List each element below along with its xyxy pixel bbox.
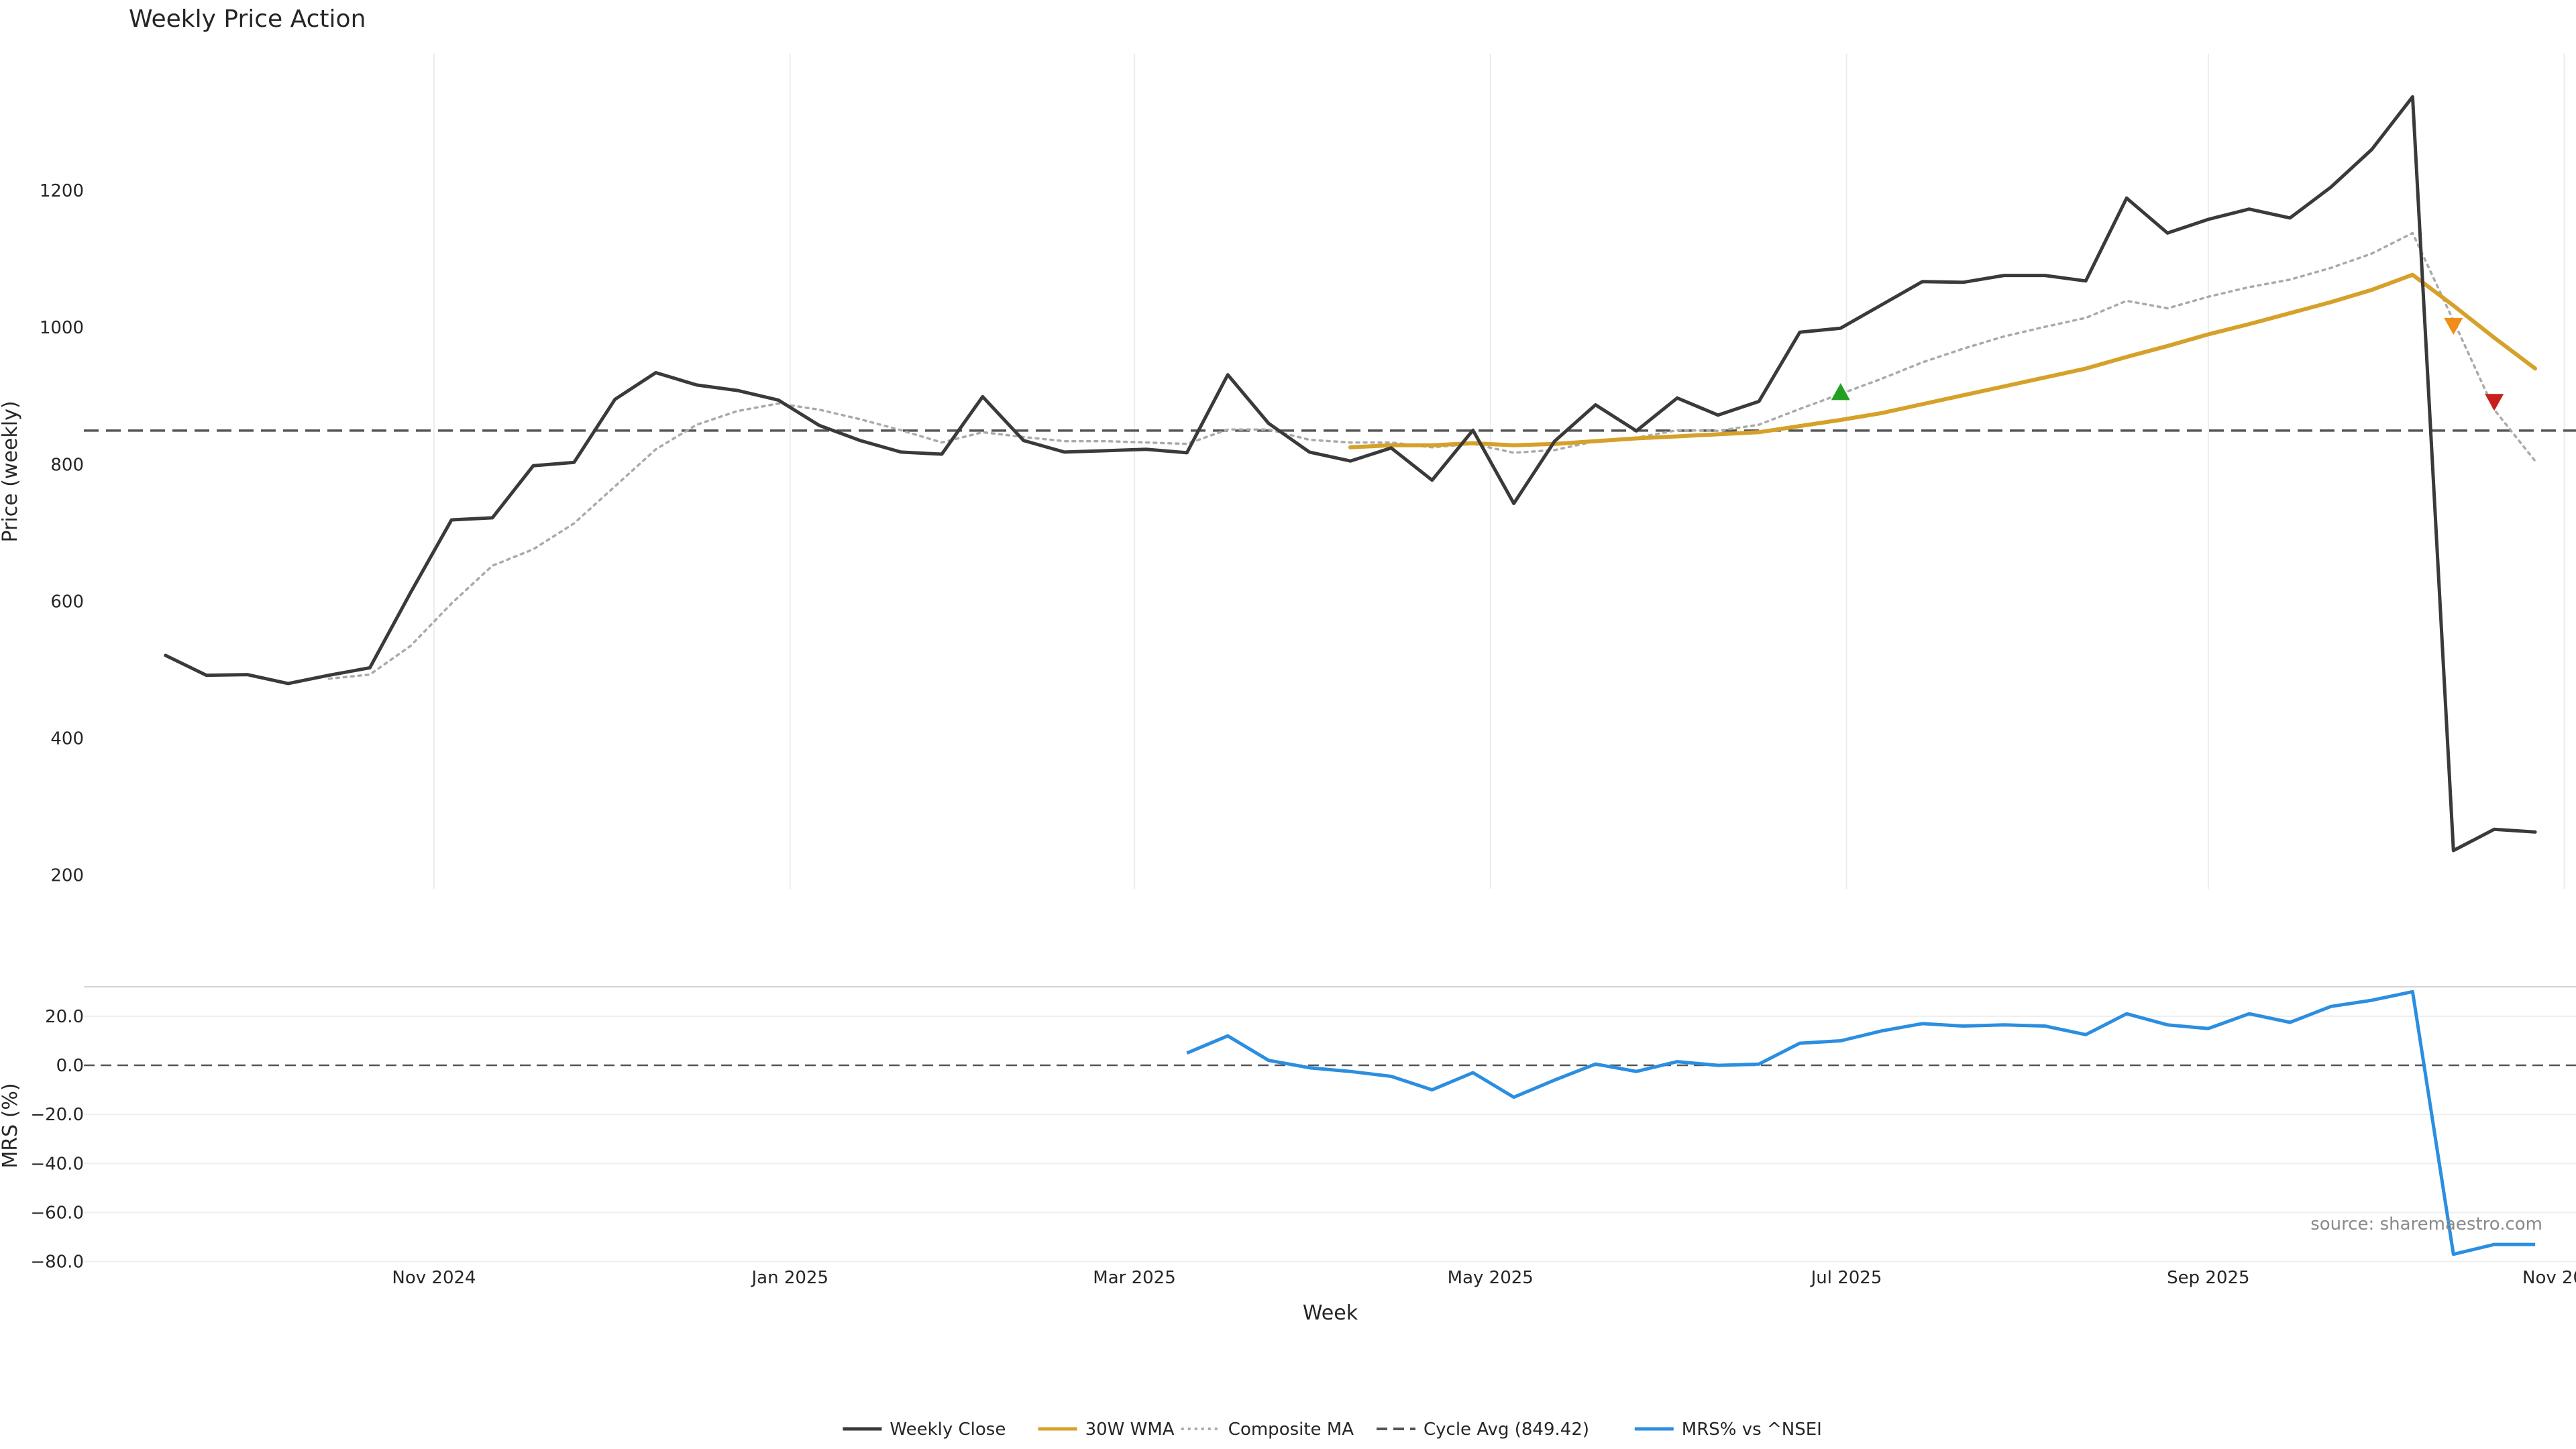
mrs-y-tick: −40.0	[30, 1154, 84, 1174]
mrs-y-tick: 20.0	[45, 1007, 84, 1027]
mrs-gridlines	[84, 1015, 2576, 1263]
x-tick-label: Nov 2025	[2522, 1268, 2576, 1288]
price-y-tick: 1200	[40, 181, 84, 201]
legend-label: Cycle Avg (849.42)	[1424, 1419, 1589, 1440]
legend-label: 30W WMA	[1085, 1419, 1175, 1440]
mrs-y-tick-labels: 20.0 0.0 −20.0 −40.0 −60.0 −80.0	[30, 1007, 84, 1273]
mrs-y-tick: −20.0	[30, 1105, 84, 1125]
legend-item: Cycle Avg (849.42)	[1377, 1419, 1589, 1440]
mrs-y-axis-label: MRS (%)	[0, 1083, 22, 1168]
price-series	[164, 95, 2538, 853]
x-tick-label: Sep 2025	[2167, 1268, 2249, 1288]
mrs-y-tick: 0.0	[56, 1056, 84, 1076]
legend-item: MRS% vs ^NSEI	[1634, 1419, 1822, 1440]
x-tick-label: May 2025	[1448, 1268, 1534, 1288]
legend: Weekly Close 30W WMA Composite MA Cycle Avg…	[843, 1419, 1822, 1440]
price-gridlines	[433, 54, 2565, 889]
legend-label: Weekly Close	[890, 1419, 1006, 1440]
mrs-y-tick: −60.0	[30, 1203, 84, 1224]
price-y-axis-label: Price (weekly)	[0, 400, 22, 542]
price-y-tick: 600	[50, 592, 84, 612]
weekly-close-line	[164, 95, 2537, 853]
legend-item: Composite MA	[1181, 1419, 1354, 1440]
mrs-panel: 20.0 0.0 −20.0 −40.0 −60.0 −80.0 MRS (%) sour…	[0, 989, 2576, 1273]
price-y-tick: 800	[50, 455, 84, 475]
x-axis-label: Week	[1303, 1301, 1358, 1325]
chart-title: Weekly Price Action	[129, 5, 366, 33]
legend-label: MRS% vs ^NSEI	[1682, 1419, 1822, 1440]
price-y-tick: 1000	[40, 318, 84, 338]
price-y-tick: 400	[50, 729, 84, 749]
x-tick-label: Nov 2024	[392, 1268, 476, 1288]
composite-ma-line	[327, 231, 2536, 680]
buy-signal-marker	[1831, 383, 1850, 400]
mrs-y-tick: −80.0	[30, 1252, 84, 1273]
wma-30w-line	[1348, 272, 2538, 449]
x-tick-labels: Nov 2024 Jan 2025 Mar 2025 May 2025 Jul 2025…	[392, 1268, 2576, 1288]
sell-signal-marker	[2444, 317, 2463, 335]
signal-markers	[1831, 317, 2504, 411]
x-tick-label: Jan 2025	[750, 1268, 828, 1288]
price-panel: 200 400 600 800 1000 1200 Price (weekly)	[0, 54, 2576, 889]
legend-item: 30W WMA	[1038, 1419, 1175, 1440]
mrs-series	[1186, 989, 2536, 1256]
price-y-tick-labels: 200 400 600 800 1000 1200	[40, 181, 84, 885]
x-tick-label: Jul 2025	[1810, 1268, 1882, 1288]
mrs-line	[1186, 989, 2536, 1256]
legend-item: Weekly Close	[843, 1419, 1006, 1440]
price-y-tick: 200	[50, 866, 84, 886]
x-tick-label: Mar 2025	[1093, 1268, 1176, 1288]
sell-signal-marker	[2485, 394, 2504, 411]
legend-label: Composite MA	[1228, 1419, 1354, 1440]
source-note: source: sharemaestro.com	[2310, 1214, 2542, 1234]
